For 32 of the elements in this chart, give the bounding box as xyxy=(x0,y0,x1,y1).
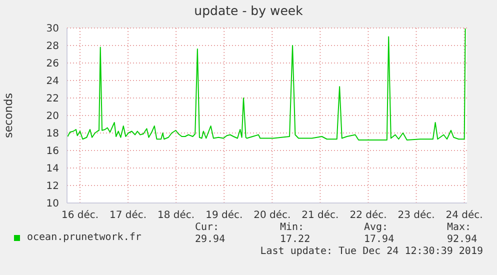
y-axis-title: seconds xyxy=(2,92,15,138)
y-tick-label: 18 xyxy=(46,128,59,140)
x-tick-label: 17 déc. xyxy=(110,210,147,222)
text: Min: xyxy=(280,222,304,233)
x-tick-label: 20 déc. xyxy=(254,210,291,222)
text: Max: xyxy=(447,222,472,233)
x-tick-label: 16 déc. xyxy=(61,210,99,222)
x-tick-label: 21 déc. xyxy=(302,210,339,222)
y-tick-label: 10 xyxy=(46,198,59,210)
text: 29.94 xyxy=(195,234,226,245)
x-tick-label: 18 déc. xyxy=(158,210,195,222)
y-tick-label: 14 xyxy=(46,164,59,175)
x-tick-label: 24 déc. xyxy=(446,210,483,222)
text: Last update: Tue Dec 24 12:30:39 2019 xyxy=(260,246,483,257)
text: 17.94 xyxy=(364,234,394,245)
text: Cur: xyxy=(195,222,220,233)
x-tick-label: 23 déc. xyxy=(398,210,435,222)
text: Avg: xyxy=(364,222,388,233)
text: 17.22 xyxy=(280,234,310,245)
y-tick-label: 26 xyxy=(46,58,59,70)
y-tick-label: 12 xyxy=(46,181,59,192)
chart-title: update - by week xyxy=(193,3,304,18)
y-tick-label: 30 xyxy=(46,24,59,35)
y-tick-label: 28 xyxy=(46,41,59,52)
x-tick-label: 19 déc. xyxy=(206,210,243,222)
y-tick-label: 20 xyxy=(46,111,59,122)
y-tick-label: 22 xyxy=(46,94,59,105)
x-tick-label: 22 déc. xyxy=(350,210,387,222)
text: 92.94 xyxy=(447,234,478,245)
y-tick-label: 16 xyxy=(46,146,59,158)
y-tick-label: 24 xyxy=(46,76,59,88)
legend-label: ocean.prunetwork.fr xyxy=(27,232,142,243)
